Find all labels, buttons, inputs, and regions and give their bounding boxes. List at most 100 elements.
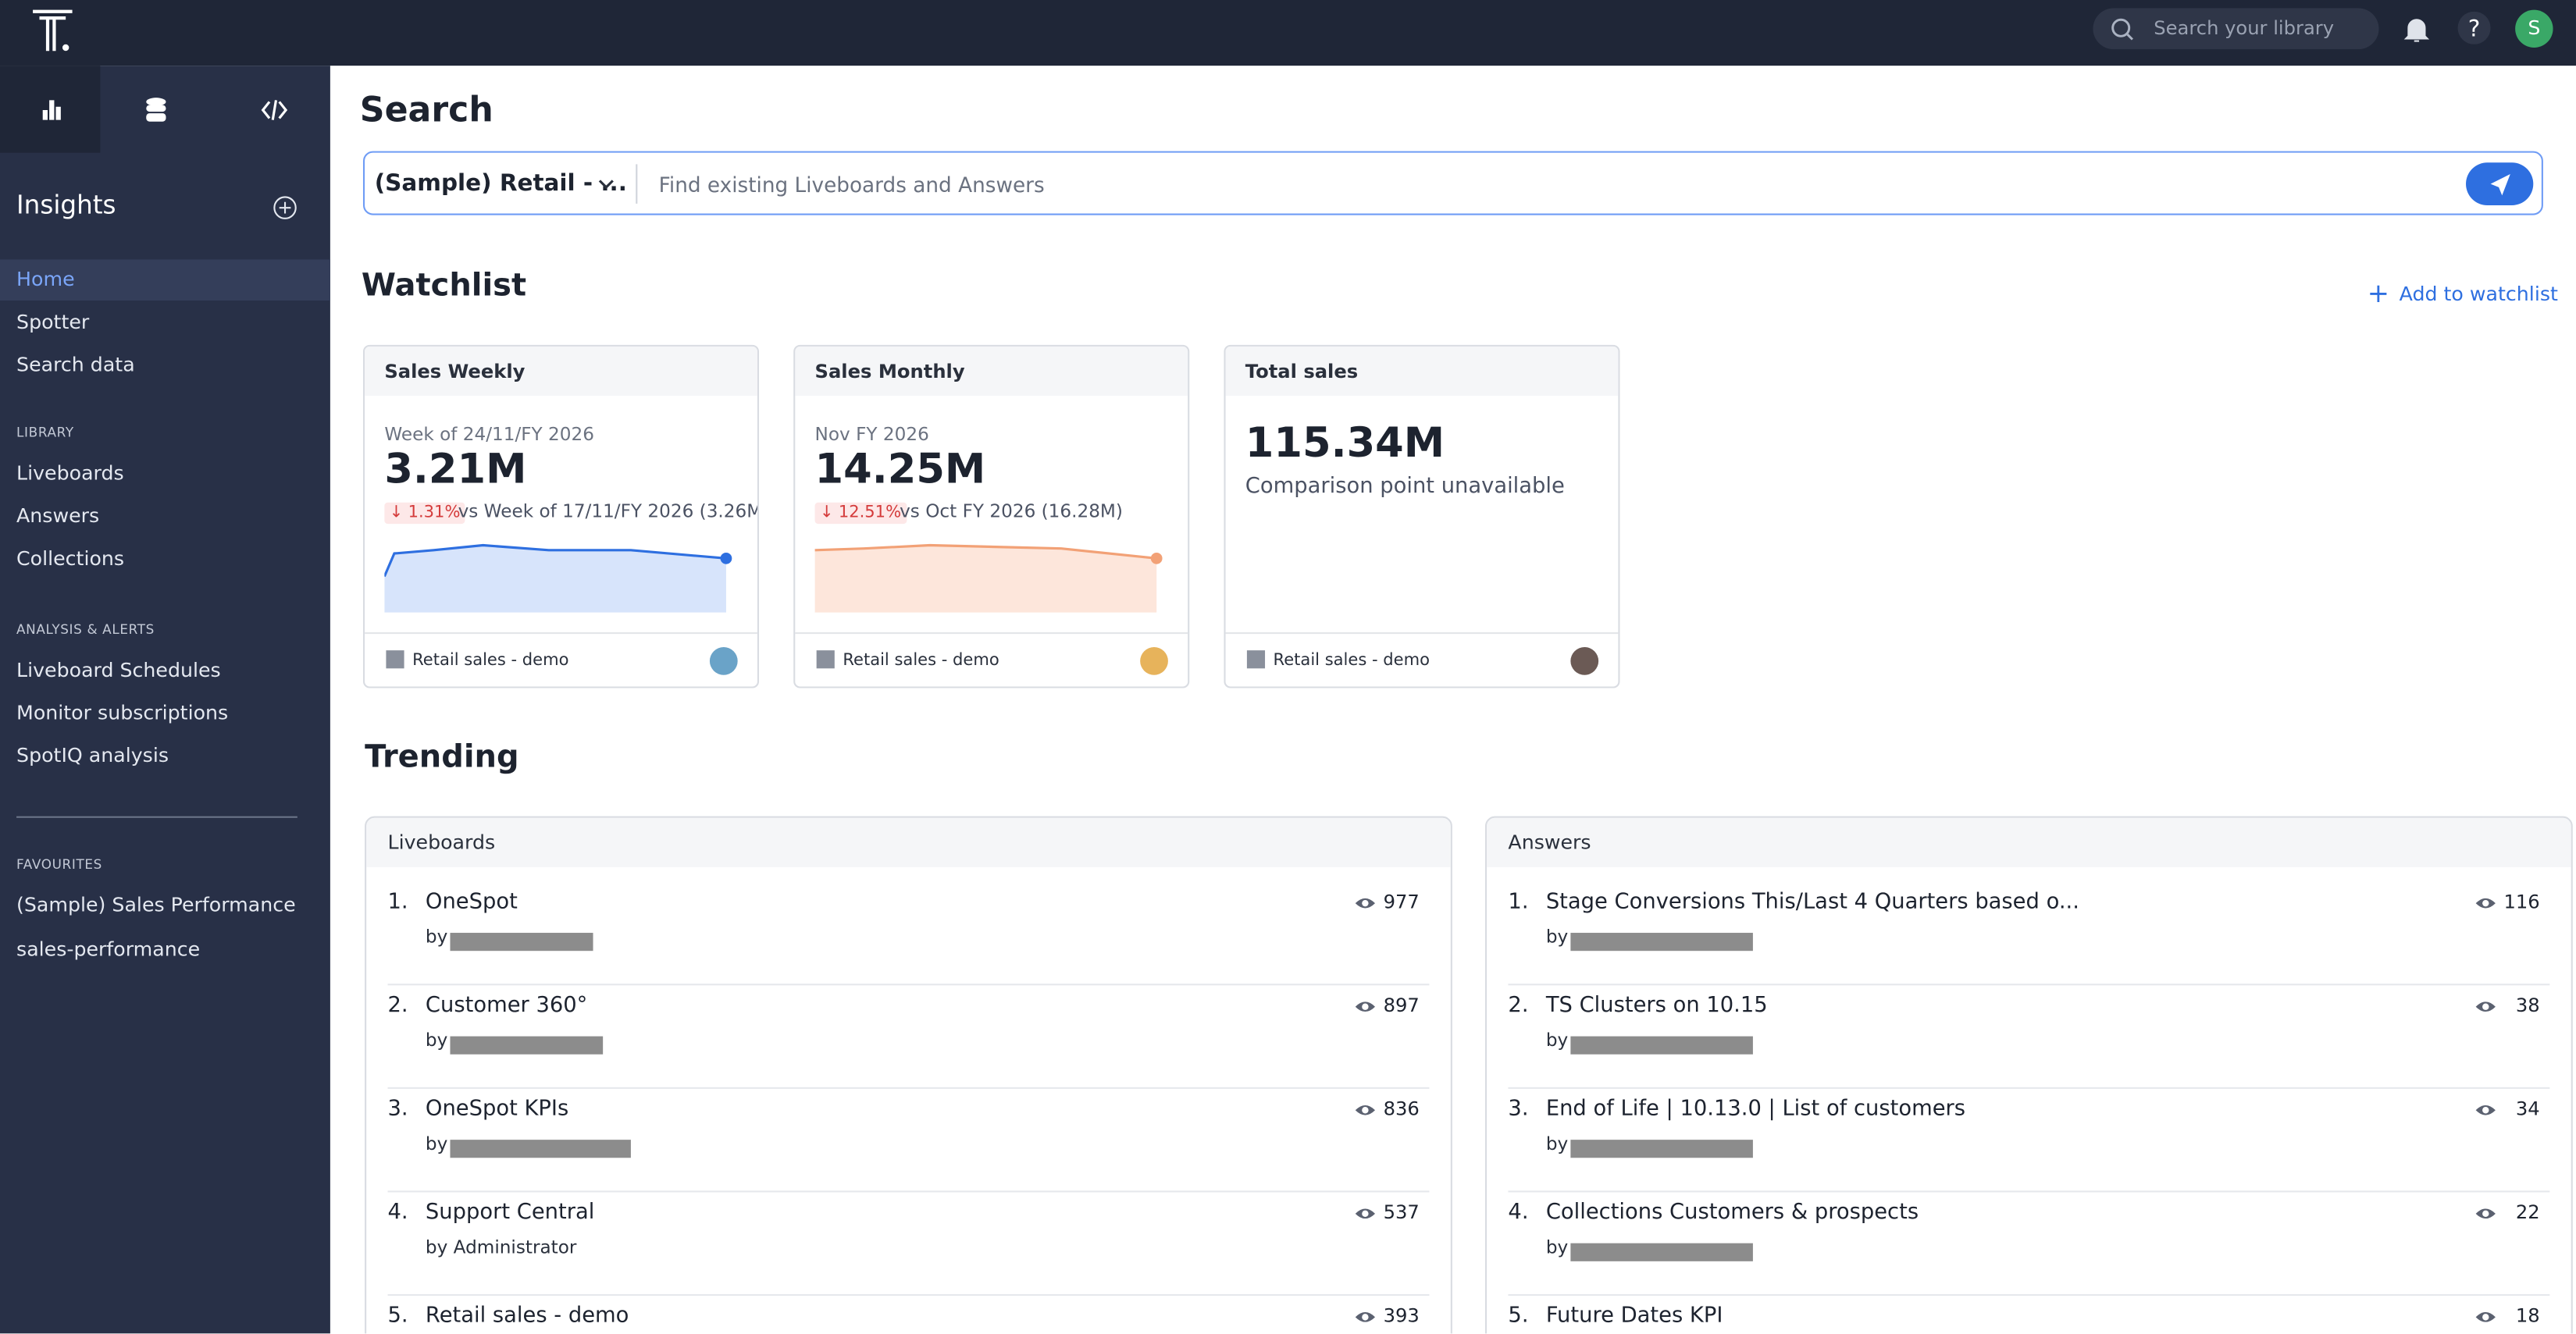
trending-item[interactable]: 2. TS Clusters on 10.15 by 38 [1508, 984, 2550, 1089]
redacted [1570, 1243, 1753, 1261]
item-name[interactable]: Collections Customers & prospects [1545, 1200, 1919, 1226]
redacted [450, 1036, 604, 1055]
card-title: Sales Monthly [795, 346, 1188, 397]
views-icon [2475, 1208, 2496, 1219]
trending-panel: Answers 1. Stage Conversions This/Last 4 Q… [1484, 816, 2573, 1334]
tab-data[interactable] [100, 66, 210, 153]
views-icon [2475, 898, 2496, 909]
item-name[interactable]: End of Life | 10.13.0 | List of customer… [1545, 1097, 1966, 1122]
source-selector[interactable]: (Sample) Retail - ... [374, 170, 627, 197]
rank: 1. [387, 890, 408, 915]
item-name[interactable]: TS Clusters on 10.15 [1545, 993, 1768, 1019]
panel-title: Liveboards [366, 817, 1451, 867]
card-change: ↓ 12.51% [814, 502, 907, 525]
owner-avatar [1570, 646, 1599, 675]
search-bar: (Sample) Retail - ... Find existing Live… [362, 151, 2543, 215]
rank: 3. [1508, 1097, 1529, 1122]
search-placeholder: Search your library [2154, 16, 2335, 40]
kpi-card[interactable]: Sales Weekly Week of 24/11/FY 2026 3.21M ↓ 1… [362, 344, 760, 688]
section-heading: FAVOURITES [16, 857, 102, 873]
item-author: by [1545, 926, 1569, 948]
views-icon [2475, 1312, 2496, 1322]
nav-item[interactable]: (Sample) Sales Performance [16, 893, 296, 917]
divider [16, 816, 298, 818]
nav-item[interactable]: Home [0, 259, 330, 301]
source-icon [1246, 650, 1266, 669]
trending-item[interactable]: 2. Customer 360° by 897 [387, 984, 1430, 1089]
avatar[interactable]: S [2515, 9, 2553, 48]
separator [636, 164, 638, 204]
nav-item[interactable]: SpotIQ analysis [16, 744, 169, 767]
item-author: by [1545, 1133, 1569, 1155]
item-name[interactable]: Customer 360° [425, 993, 588, 1019]
trending-item[interactable]: 4. Collections Customers & prospects by 22 [1508, 1190, 2550, 1297]
trending-item[interactable]: 3. End of Life | 10.13.0 | List of custom… [1508, 1087, 2550, 1193]
rank: 2. [387, 993, 408, 1019]
trending-item[interactable]: 1. OneSpot by 977 [387, 880, 1430, 986]
nav-item[interactable]: Answers [16, 503, 100, 528]
nav-item[interactable]: Monitor subscriptions [16, 701, 229, 724]
item-name[interactable]: OneSpot [425, 890, 518, 915]
dropdown-icon[interactable] [597, 176, 616, 192]
card-value: 3.21M [384, 445, 527, 493]
search-button[interactable] [2466, 162, 2534, 205]
add-label[interactable]: Add to watchlist [2399, 282, 2558, 306]
view-count: 393 [1383, 1304, 1420, 1327]
views-icon [1355, 1208, 1376, 1219]
item-name[interactable]: Support Central [425, 1200, 595, 1226]
svg-text:?: ? [2468, 15, 2481, 41]
nav-item[interactable]: Spotter [16, 310, 90, 334]
trending-item[interactable]: 3. OneSpot KPIs by 836 [387, 1087, 1430, 1193]
tab-develop[interactable] [219, 66, 329, 153]
nav-item[interactable]: Search data [16, 353, 135, 376]
views-icon [2475, 1001, 2496, 1012]
item-author: by [425, 1133, 448, 1155]
trending-item[interactable]: 1. Stage Conversions This/Last 4 Quarters… [1508, 880, 2550, 986]
rank: 4. [1508, 1200, 1529, 1226]
nav-item[interactable]: sales-performance [16, 937, 201, 961]
rank: 1. [1508, 890, 1529, 915]
card-comparison: vs Week of 17/11/FY 2026 (3.26M) [458, 500, 760, 523]
search-input[interactable]: Find existing Liveboards and Answers [658, 172, 1045, 197]
owner-avatar [1140, 646, 1168, 675]
owner-avatar [709, 646, 738, 675]
view-count: 897 [1383, 993, 1420, 1017]
kpi-card[interactable]: Sales Monthly Nov FY 2026 14.25M ↓ 12.51% vs … [793, 344, 1190, 688]
item-author: by [425, 1030, 448, 1051]
search-icon [2111, 18, 2133, 41]
notifications[interactable] [2402, 15, 2432, 44]
item-name[interactable]: Future Dates KPI [1545, 1304, 1723, 1329]
library-search[interactable]: Search your library [2093, 8, 2379, 50]
logo[interactable] [30, 6, 79, 55]
card-comparison: Comparison point unavailable [1245, 475, 1565, 500]
trending-title: Trending [365, 738, 519, 776]
section-heading: LIBRARY [16, 425, 74, 440]
trending-item[interactable]: 4. Support Central by Administrator 537 [387, 1190, 1430, 1297]
view-count: 22 [2515, 1200, 2540, 1224]
trending-item[interactable]: 5. Future Dates KPI 18 [1508, 1294, 2549, 1333]
view-count: 116 [2503, 890, 2540, 913]
card-change: ↓ 1.31% [384, 502, 465, 525]
views-icon [1355, 1001, 1376, 1012]
create-button[interactable] [273, 195, 298, 220]
rank: 5. [1508, 1304, 1529, 1329]
nav-item[interactable]: Collections [16, 546, 125, 571]
trending-item[interactable]: 5. Retail sales - demo 393 [388, 1294, 1430, 1333]
item-author: by [425, 926, 448, 948]
item-name[interactable]: Stage Conversions This/Last 4 Quarters b… [1545, 890, 2079, 915]
tab-insights[interactable] [0, 66, 101, 153]
nav-item[interactable]: Liveboard Schedules [16, 658, 221, 682]
item-name[interactable]: OneSpot KPIs [425, 1097, 569, 1122]
add-to-watchlist[interactable]: + Add to watchlist [2367, 277, 2558, 309]
sidebar-title: Insights [16, 190, 116, 220]
item-name[interactable]: Retail sales - demo [425, 1304, 629, 1329]
view-count: 836 [1383, 1097, 1420, 1120]
nav-item[interactable]: Liveboards [16, 461, 124, 485]
watchlist-title: Watchlist [361, 267, 527, 304]
help[interactable]: ? [2457, 11, 2491, 44]
kpi-card[interactable]: Total sales 115.34M Comparison point unava… [1224, 344, 1620, 688]
views-icon [1355, 1105, 1376, 1115]
trending-panel: Liveboards 1. OneSpot by 977 2. Customer 360° b… [365, 816, 1452, 1334]
card-title: Sales Weekly [365, 346, 757, 397]
